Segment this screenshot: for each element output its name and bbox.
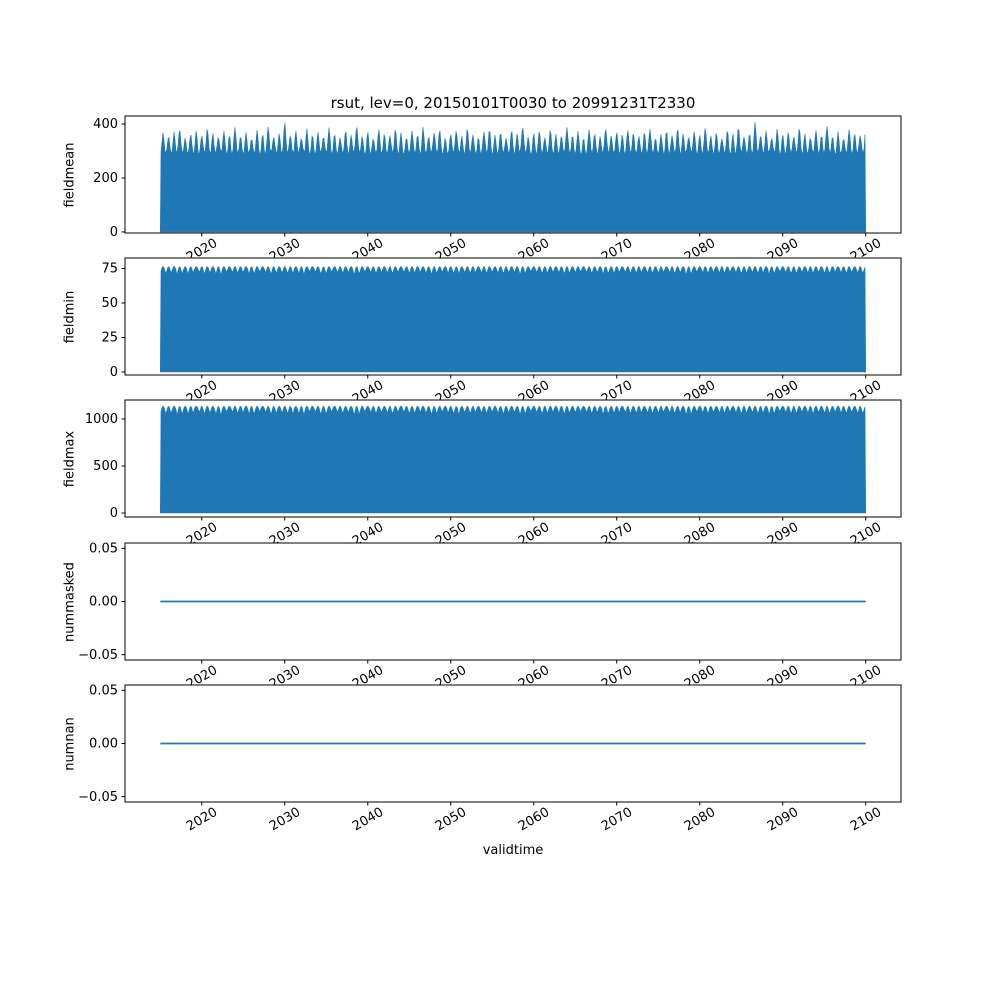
series-fieldmax — [159, 405, 867, 514]
y-tick-label: 400 — [93, 117, 118, 132]
y-tick-label: 75 — [101, 262, 118, 277]
ylabel-fieldmean: fieldmean — [62, 142, 78, 207]
y-tick-label: 0.00 — [89, 595, 118, 610]
y-tick-label: 200 — [93, 171, 118, 186]
y-tick-label: 50 — [101, 296, 118, 311]
figure-title: rsut, lev=0, 20150101T0030 to 20991231T2… — [330, 94, 696, 112]
ylabel-fieldmax: fieldmax — [62, 430, 78, 487]
y-tick-label: 0.05 — [89, 683, 118, 698]
y-tick-label: 0 — [110, 365, 118, 380]
ylabel-fieldmin: fieldmin — [62, 290, 78, 343]
series-fieldmin — [159, 265, 867, 373]
y-tick-label: 25 — [101, 331, 118, 346]
y-tick-label: 0 — [110, 506, 118, 521]
xlabel-validtime: validtime — [482, 843, 544, 858]
y-tick-label: 1000 — [85, 412, 118, 427]
axes-frame-fieldmean — [124, 115, 902, 234]
y-tick-label: 0.05 — [89, 541, 118, 556]
y-tick-label: 0 — [110, 225, 118, 240]
ylabel-numnan: numnan — [62, 716, 78, 771]
series-fieldmean — [159, 121, 867, 233]
ylabel-nummasked: nummasked — [62, 561, 78, 642]
y-tick-label: −0.05 — [78, 790, 118, 805]
y-tick-label: −0.05 — [78, 648, 118, 663]
axes-frame-fieldmin — [124, 257, 902, 376]
axes-frame-fieldmax — [124, 399, 902, 518]
y-tick-label: 0.00 — [89, 737, 118, 752]
y-tick-label: 500 — [93, 459, 118, 474]
